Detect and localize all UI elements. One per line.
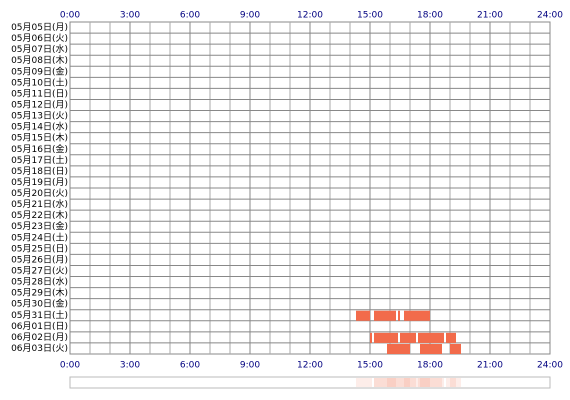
- row-label: 06月03日(火): [11, 343, 68, 354]
- row-label: 05月07日(水): [11, 43, 68, 55]
- row-label: 05月23日(金): [11, 220, 68, 232]
- activity-bar: [450, 343, 461, 354]
- x-tick-label: 3:00: [120, 361, 140, 371]
- row-label: 05月31日(土): [11, 309, 68, 321]
- x-tick-label: 21:00: [477, 11, 503, 21]
- x-tick-label: 6:00: [180, 11, 200, 21]
- summary-bar: [404, 378, 430, 387]
- summary-bar: [398, 378, 400, 387]
- summary-bar: [356, 378, 370, 387]
- summary-bar: [387, 378, 410, 387]
- row-label: 05月30日(金): [11, 298, 68, 310]
- row-label: 05月14日(水): [11, 121, 68, 133]
- summary-bar: [450, 378, 461, 387]
- x-tick-label: 6:00: [180, 361, 200, 371]
- row-label: 05月21日(水): [11, 198, 68, 210]
- row-label: 05月29日(木): [11, 287, 68, 299]
- activity-bar: [420, 343, 442, 354]
- row-label: 05月27日(火): [11, 266, 68, 277]
- row-label: 05月26日(月): [11, 254, 68, 265]
- x-tick-label: 15:00: [357, 11, 383, 21]
- x-tick-label: 12:00: [297, 11, 323, 21]
- summary-strip: [69, 376, 551, 389]
- row-label: 05月22日(木): [11, 209, 68, 221]
- x-tick-label: 0:00: [60, 361, 80, 371]
- row-label: 05月09日(金): [11, 65, 68, 77]
- x-tick-label: 12:00: [297, 361, 323, 371]
- summary-bar: [418, 378, 444, 387]
- activity-bar: [356, 310, 370, 321]
- activity-bar: [400, 332, 416, 343]
- row-label: 05月16日(金): [11, 143, 68, 155]
- summary-bar: [370, 378, 372, 387]
- summary-bar: [420, 378, 442, 387]
- x-tick-label: 9:00: [240, 11, 260, 21]
- activity-bar: [370, 332, 372, 343]
- row-label: 05月10日(土): [11, 76, 68, 88]
- x-tick-label: 15:00: [357, 361, 383, 371]
- row-label: 05月25日(日): [11, 243, 68, 254]
- x-tick-label: 18:00: [417, 361, 443, 371]
- activity-bar: [387, 343, 410, 354]
- x-tick-label: 24:00: [537, 361, 563, 371]
- row-label: 05月12日(月): [11, 100, 68, 111]
- summary-bar: [446, 378, 456, 387]
- row-label: 06月01日(日): [11, 321, 68, 332]
- x-tick-label: 18:00: [417, 11, 443, 21]
- summary-bar: [400, 378, 416, 387]
- activity-bar: [374, 332, 398, 343]
- activity-bar: [446, 332, 456, 343]
- row-label: 05月08日(木): [11, 54, 68, 66]
- row-label: 05月05日(月): [11, 22, 68, 33]
- row-label: 05月20日(火): [11, 188, 68, 199]
- activity-bar: [374, 310, 396, 321]
- activity-bar: [418, 332, 444, 343]
- row-label: 05月11日(日): [11, 88, 68, 99]
- summary-bar: [374, 378, 396, 387]
- activity-bar: [398, 310, 400, 321]
- x-tick-label: 3:00: [120, 11, 140, 21]
- x-tick-label: 21:00: [477, 361, 503, 371]
- x-tick-label: 0:00: [60, 11, 80, 21]
- row-label: 05月19日(月): [11, 177, 68, 188]
- summary-bar: [374, 378, 398, 387]
- row-label: 06月02日(月): [11, 332, 68, 343]
- activity-bar: [404, 310, 430, 321]
- row-label: 05月15日(木): [11, 132, 68, 144]
- row-label: 05月17日(土): [11, 154, 68, 166]
- row-label: 05月13日(火): [11, 111, 68, 122]
- x-tick-label: 24:00: [537, 11, 563, 21]
- x-tick-label: 9:00: [240, 361, 260, 371]
- row-label: 05月18日(日): [11, 166, 68, 177]
- row-label: 05月06日(火): [11, 33, 68, 44]
- row-label: 05月24日(土): [11, 231, 68, 243]
- row-label: 05月28日(水): [11, 276, 68, 288]
